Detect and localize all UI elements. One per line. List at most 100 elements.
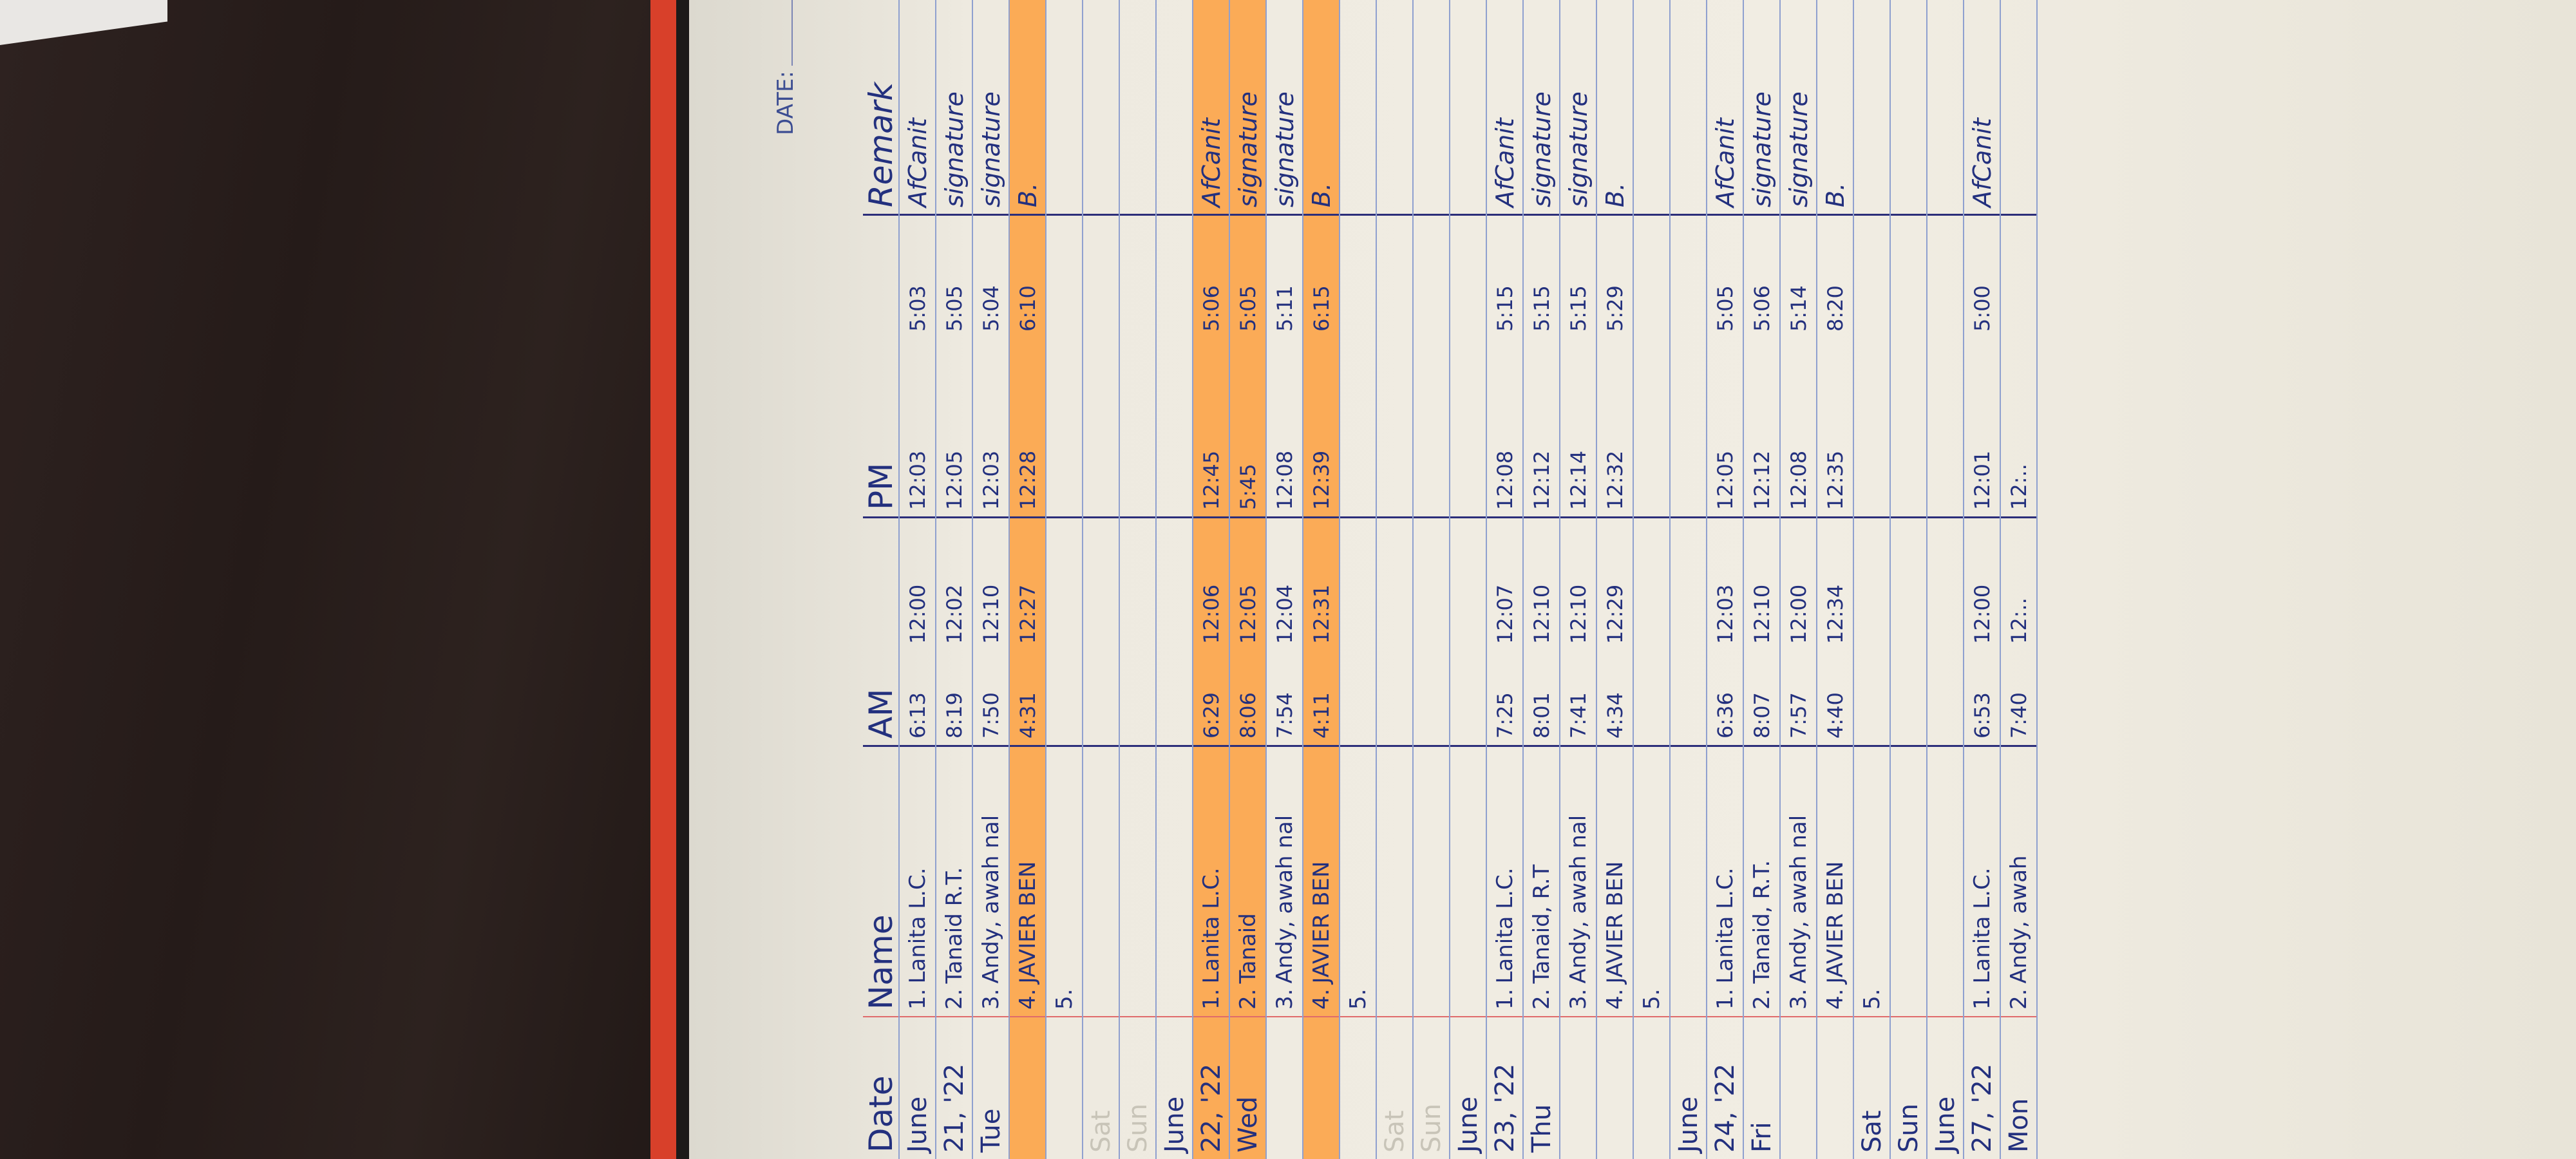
- pm-in-cell: 12:12: [1744, 338, 1779, 518]
- employee-name: Lanita L.C.: [1712, 867, 1738, 984]
- am-out-cell: 12:10: [1529, 584, 1554, 644]
- pm-out-cell: [1414, 216, 1449, 338]
- am-in-cell: 7:41: [1560, 650, 1596, 747]
- remark-cell: B.: [1597, 0, 1633, 216]
- remark-cell: AfCanit: [1707, 0, 1743, 216]
- am-out-cell: [1377, 518, 1412, 650]
- entry-number: 3.: [1565, 988, 1591, 1010]
- remark-cell: signature: [1781, 0, 1816, 216]
- pm-out-cell: [1083, 216, 1119, 338]
- table-row: 3. Andy, awah nal 7:41 12:10 12:14 5:15 signat…: [1560, 0, 1597, 1159]
- remark-cell: AfCanit: [1487, 0, 1522, 216]
- am-in-cell: [1927, 650, 1963, 747]
- am-out-cell: [1120, 518, 1155, 650]
- name-cell: [1157, 747, 1192, 1017]
- am-in-cell: 6:53: [1964, 650, 2000, 747]
- employee-name: Lanita L.C.: [1198, 867, 1224, 984]
- date-cell: Sat: [1379, 1110, 1410, 1153]
- pm-in-cell: 12:05: [1707, 338, 1743, 518]
- pm-in-cell: [1891, 338, 1926, 518]
- remark-cell: [1120, 0, 1155, 216]
- am-in-cell: [1377, 650, 1412, 747]
- table-row: Tue 3. Andy, awah nal 7:50 12:10 12:03 5:04 sig…: [973, 0, 1010, 1159]
- table-row: 4. JAVIER BEN 4:34 12:29 12:32 5:29 B.: [1597, 0, 1634, 1159]
- am-out-cell: 12:06: [1198, 584, 1224, 644]
- am-in-cell: 7:40: [2001, 650, 2036, 747]
- table-row: 5.: [1340, 0, 1377, 1159]
- entry-number: 4.: [1014, 988, 1041, 1010]
- pm-in-cell: [1120, 338, 1155, 518]
- am-out-cell: 12:00: [1786, 584, 1811, 644]
- pm-out-cell: 5:05: [1235, 285, 1260, 332]
- remark-cell: signature: [1267, 0, 1302, 216]
- pm-in-cell: [1414, 338, 1449, 518]
- remark-cell: signature: [1744, 0, 1779, 216]
- remark-cell: B.: [1303, 0, 1339, 216]
- pm-in-cell: 12:08: [1781, 338, 1816, 518]
- pm-in-cell: 12:12: [1524, 338, 1559, 518]
- remark-cell: AfCanit: [1193, 0, 1229, 216]
- pm-out-cell: 5:15: [1529, 285, 1554, 332]
- name-cell: 2. Andy, awah: [2001, 747, 2036, 1017]
- am-in-cell: [1891, 650, 1926, 747]
- table-row: 21, '22 2. Tanaid R.T. 8:19 12:02 12:05 5:05 si…: [936, 0, 973, 1159]
- remark-cell: [1083, 0, 1119, 216]
- pm-in-cell: [1634, 338, 1669, 518]
- date-cell: 21, '22: [939, 1063, 969, 1153]
- date-cell: Sun: [1416, 1103, 1446, 1153]
- date-cell: 23, '22: [1490, 1063, 1520, 1153]
- entry-number: 3.: [978, 988, 1004, 1010]
- remark-cell: [1927, 0, 1963, 216]
- pm-in-cell: 12:32: [1597, 338, 1633, 518]
- am-out-cell: [1157, 518, 1192, 650]
- name-cell: 4. JAVIER BEN: [1303, 747, 1339, 1017]
- am-out-cell: [1671, 518, 1706, 650]
- pm-out-cell: [1157, 216, 1192, 338]
- date-cell: 22, '22: [1196, 1063, 1226, 1153]
- am-in-cell: 6:36: [1707, 650, 1743, 747]
- entry-number: 5.: [1638, 988, 1665, 1010]
- table-row: Sat 5.: [1854, 0, 1891, 1159]
- remark-cell: AfCanit: [1964, 0, 2000, 216]
- pm-out-cell: [1927, 216, 1963, 338]
- am-out-cell: 12:02: [942, 584, 967, 644]
- table-row: 3. Andy, awah nal 7:57 12:00 12:08 5:14 signat…: [1781, 0, 1817, 1159]
- name-cell: 5.: [1854, 747, 1889, 1017]
- am-out-cell: 12:..: [2006, 598, 2031, 644]
- pm-out-cell: [1854, 216, 1889, 338]
- table-row: Fri 2. Tanaid, R.T. 8:07 12:10 12:12 5:06 signa…: [1744, 0, 1781, 1159]
- entry-number: 5.: [1051, 988, 1077, 1010]
- name-cell: 5.: [1046, 747, 1082, 1017]
- am-out-cell: [1450, 518, 1486, 650]
- pm-out-cell: 5:05: [942, 285, 967, 332]
- table-row: Sun: [1414, 0, 1450, 1159]
- pm-in-cell: 12:28: [1010, 338, 1045, 518]
- table-row: 23, '22 1. Lanita L.C. 7:25 12:07 12:08 5:15 Af…: [1487, 0, 1524, 1159]
- employee-name: Tanaid R.T.: [941, 867, 967, 984]
- employee-name: JAVIER BEN: [1308, 861, 1334, 984]
- am-out-cell: 12:00: [905, 584, 930, 644]
- employee-name: JAVIER BEN: [1602, 861, 1628, 984]
- pm-in-cell: 12:08: [1487, 338, 1522, 518]
- entry-number: 4.: [1308, 988, 1334, 1010]
- date-cell: Fri: [1747, 1122, 1777, 1153]
- table-row: June: [1157, 0, 1193, 1159]
- remark-cell: AfCanit: [900, 0, 935, 216]
- am-out-cell: 12:03: [1712, 584, 1738, 644]
- table-row: Wed 2. Tanaid 8:06 12:05 5:45 5:05 signature: [1230, 0, 1267, 1159]
- am-in-cell: [1671, 650, 1706, 747]
- pm-out-cell: 5:15: [1492, 285, 1517, 332]
- date-cell: June: [1453, 1096, 1483, 1153]
- entry-number: 2.: [1748, 988, 1775, 1010]
- date-cell: [1781, 1017, 1816, 1159]
- date-cell: Sat: [1086, 1110, 1116, 1153]
- name-cell: [1414, 747, 1449, 1017]
- employee-name: Lanita L.C.: [1969, 867, 1995, 984]
- date-cell: June: [1673, 1096, 1703, 1153]
- header-pm-out: [863, 216, 898, 338]
- pm-out-cell: [2001, 216, 2036, 338]
- pm-in-cell: [1927, 338, 1963, 518]
- employee-name: Andy, awah nal: [1565, 815, 1591, 984]
- remark-cell: [1854, 0, 1889, 216]
- name-cell: 1. Lanita L.C.: [1964, 747, 2000, 1017]
